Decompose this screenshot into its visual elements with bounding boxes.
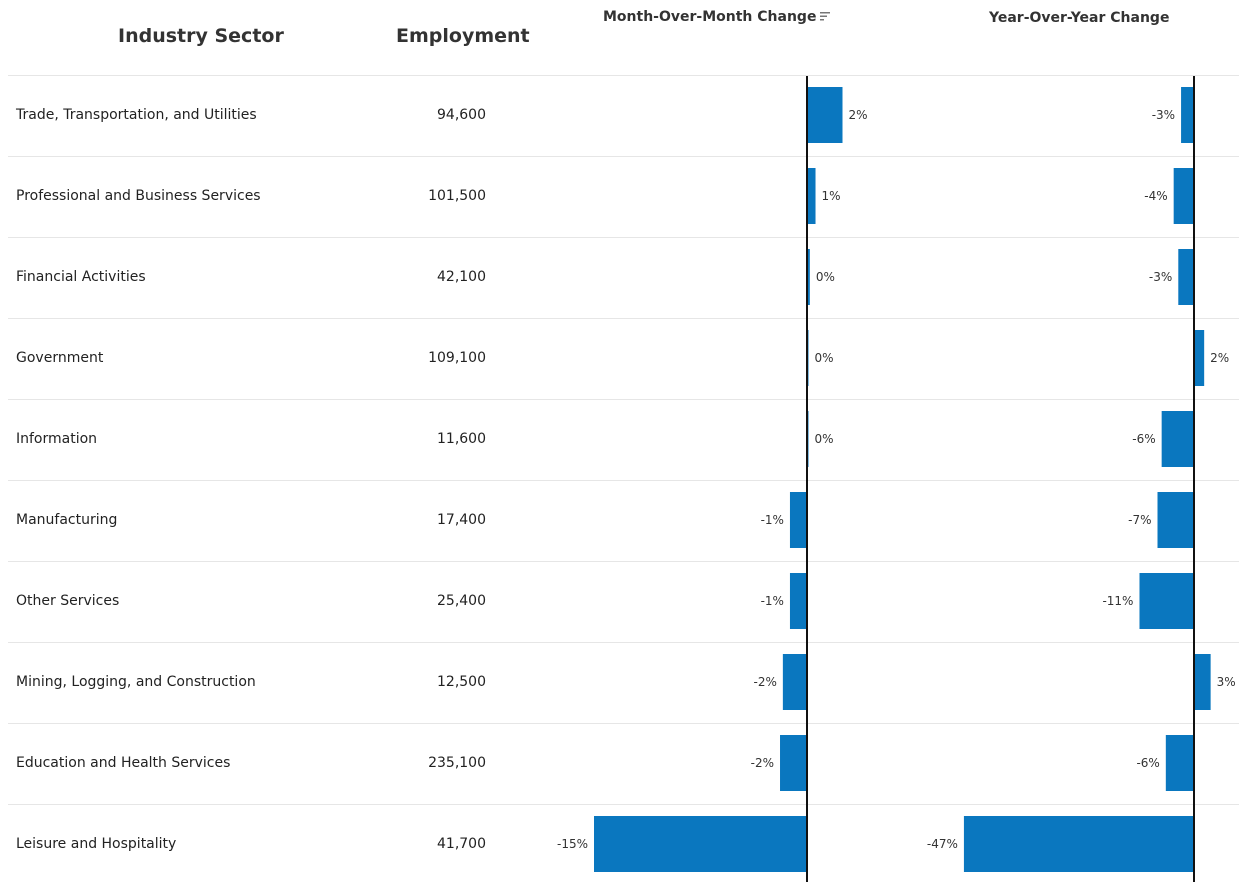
- bar[interactable]: [1178, 249, 1194, 305]
- bar-value-label: -1%: [761, 594, 784, 608]
- bar[interactable]: [780, 735, 807, 791]
- bar-value-label: -6%: [1136, 756, 1159, 770]
- bar-value-label: -2%: [751, 756, 774, 770]
- bar-value-label: -4%: [1144, 189, 1167, 203]
- bar[interactable]: [1139, 573, 1194, 629]
- header-industry-sector: Industry Sector: [118, 25, 284, 47]
- bar-value-label: -11%: [1102, 594, 1133, 608]
- sector-label: Information: [16, 431, 98, 447]
- row-divider: [8, 561, 1239, 562]
- sector-label: Education and Health Services: [16, 755, 231, 771]
- employment-value: 11,600: [437, 431, 486, 447]
- bar[interactable]: [789, 492, 807, 548]
- bar[interactable]: [1161, 411, 1194, 467]
- bar[interactable]: [807, 87, 843, 143]
- sector-label: Financial Activities: [16, 269, 146, 285]
- bar[interactable]: [1181, 87, 1194, 143]
- header-employment: Employment: [396, 25, 530, 47]
- sector-label: Manufacturing: [16, 512, 118, 528]
- row-divider: [8, 480, 1239, 481]
- bar-value-label: -15%: [557, 837, 588, 851]
- row-divider: [8, 642, 1239, 643]
- employment-value: 42,100: [437, 269, 486, 285]
- header-mom-label: Month-Over-Month Change: [603, 9, 817, 25]
- sector-label: Leisure and Hospitality: [16, 836, 177, 852]
- row-divider: [8, 318, 1239, 319]
- bar[interactable]: [594, 816, 807, 872]
- employment-value: 94,600: [437, 107, 486, 123]
- bar[interactable]: [1165, 735, 1194, 791]
- bar[interactable]: [807, 168, 816, 224]
- employment-value: 41,700: [437, 836, 486, 852]
- bar-value-label: -3%: [1152, 108, 1175, 122]
- row-divider: [8, 804, 1239, 805]
- bar[interactable]: [789, 573, 807, 629]
- bar-value-label: 2%: [849, 108, 868, 122]
- header-year-over-year: Year-Over-Year Change: [989, 10, 1170, 26]
- bar-value-label: 3%: [1217, 675, 1236, 689]
- employment-value: 235,100: [428, 755, 486, 771]
- bar-value-label: -1%: [761, 513, 784, 527]
- bar-value-label: -6%: [1132, 432, 1155, 446]
- row-divider: [8, 399, 1239, 400]
- bar-value-label: -3%: [1149, 270, 1172, 284]
- bar[interactable]: [1157, 492, 1194, 548]
- bar-value-label: 2%: [1210, 351, 1229, 365]
- sector-label: Government: [16, 350, 104, 366]
- bar[interactable]: [1194, 654, 1211, 710]
- row-divider: [8, 75, 1239, 76]
- employment-value: 109,100: [428, 350, 486, 366]
- sector-label: Trade, Transportation, and Utilities: [16, 107, 257, 123]
- sector-label: Other Services: [16, 593, 120, 609]
- employment-value: 25,400: [437, 593, 486, 609]
- sector-label: Professional and Business Services: [16, 188, 261, 204]
- bar-value-label: -47%: [927, 837, 958, 851]
- bar[interactable]: [782, 654, 807, 710]
- bar-value-label: -7%: [1128, 513, 1151, 527]
- employment-value: 17,400: [437, 512, 486, 528]
- row-divider: [8, 237, 1239, 238]
- employment-value: 12,500: [437, 674, 486, 690]
- bar[interactable]: [807, 249, 810, 305]
- bar[interactable]: [1173, 168, 1194, 224]
- bar[interactable]: [963, 816, 1194, 872]
- bar-value-label: -2%: [753, 675, 776, 689]
- sort-descending-icon[interactable]: [819, 10, 831, 26]
- bar-value-label: 1%: [822, 189, 841, 203]
- employment-value: 101,500: [428, 188, 486, 204]
- bar[interactable]: [1194, 330, 1205, 386]
- bar-value-label: 0%: [815, 432, 834, 446]
- row-divider: [8, 723, 1239, 724]
- bar-value-label: 0%: [816, 270, 835, 284]
- header-month-over-month[interactable]: Month-Over-Month Change: [603, 9, 831, 26]
- bar-value-label: 0%: [815, 351, 834, 365]
- sector-label: Mining, Logging, and Construction: [16, 674, 256, 690]
- row-divider: [8, 156, 1239, 157]
